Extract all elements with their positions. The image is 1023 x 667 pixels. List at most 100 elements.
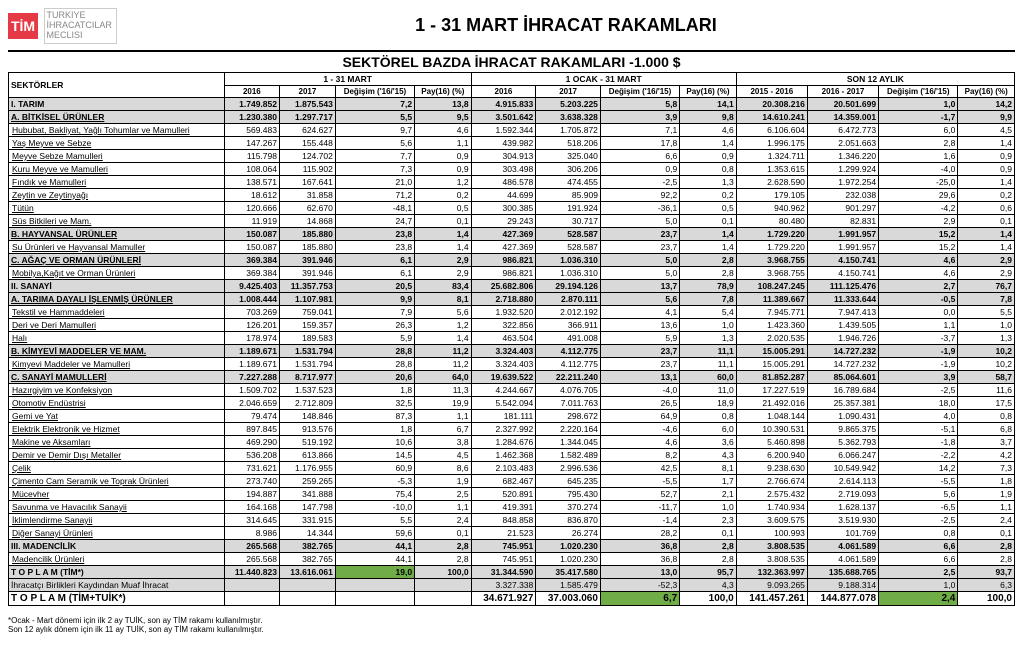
cell: 1.008.444 (224, 292, 279, 305)
cell: 469.290 (224, 435, 279, 448)
period-3: SON 12 AYLIK (736, 72, 1014, 85)
cell: 1,4 (958, 136, 1015, 149)
table-row: Mobilya,Kağıt ve Orman Ürünleri369.38439… (9, 266, 1015, 279)
table-row: III. MADENCİLİK265.568382.76544,12,8745.… (9, 539, 1015, 552)
cell: 1,4 (958, 227, 1015, 240)
cell: 14.610.241 (736, 110, 807, 123)
cell: 1,9 (415, 474, 472, 487)
table-row: Deri ve Deri Mamulleri126.201159.35726,3… (9, 318, 1015, 331)
cell: 0,1 (958, 526, 1015, 539)
cell: 5,5 (335, 513, 414, 526)
cell: 29.194.126 (536, 279, 601, 292)
cell: 1,8 (958, 474, 1015, 487)
cell: 0,2 (680, 188, 737, 201)
cell: 148.846 (279, 409, 335, 422)
cell: 26.274 (536, 526, 601, 539)
table-row: Makine ve Aksamları469.290519.19210,63,8… (9, 435, 1015, 448)
cell: 2.051.663 (807, 136, 878, 149)
cell: 20.501.699 (807, 97, 878, 110)
col-chg3: Değişim ('16/'15) (879, 85, 958, 97)
cell: -2,5 (879, 513, 958, 526)
cell: 3.638.328 (536, 110, 601, 123)
cell: 11.333.644 (807, 292, 878, 305)
cell: 9.238.630 (736, 461, 807, 474)
cell: 1,8 (335, 422, 414, 435)
cell: 23,7 (600, 240, 679, 253)
cell: 369.384 (224, 266, 279, 279)
cell: 20.308.216 (736, 97, 807, 110)
cell: 519.192 (279, 435, 335, 448)
cell: 4,5 (958, 123, 1015, 136)
cell: -3,7 (879, 331, 958, 344)
cell: 1.020.230 (536, 539, 601, 552)
cell: 940.962 (736, 201, 807, 214)
cell: 19,9 (415, 396, 472, 409)
cell: 1.749.852 (224, 97, 279, 110)
table-row: Kimyevi Maddeler ve Mamulleri1.189.6711.… (9, 357, 1015, 370)
cell: 191.924 (536, 201, 601, 214)
cell: 0,9 (415, 149, 472, 162)
cell: 1.189.671 (224, 344, 279, 357)
row-name: Mobilya,Kağıt ve Orman Ürünleri (9, 266, 225, 279)
cell: -5,5 (879, 474, 958, 487)
cell: -2,2 (879, 448, 958, 461)
cell: 1.230.380 (224, 110, 279, 123)
cell: 439.982 (471, 136, 536, 149)
cell: 536.208 (224, 448, 279, 461)
cell: 0,9 (680, 149, 737, 162)
row-name: B. HAYVANSAL ÜRÜNLER (9, 227, 225, 240)
cell: 76,7 (958, 279, 1015, 292)
cell: 1.020.230 (536, 552, 601, 565)
cell: 7,3 (958, 461, 1015, 474)
cell: 4.061.589 (807, 552, 878, 565)
cell: 2,9 (958, 266, 1015, 279)
table-row: Hububat, Bakliyat, Yağlı Tohumlar ve Mam… (9, 123, 1015, 136)
cell: -52,3 (600, 578, 679, 591)
cell: 44,1 (335, 552, 414, 565)
cell: 0,9 (958, 162, 1015, 175)
cell: 111.125.476 (807, 279, 878, 292)
cell: 2,5 (415, 487, 472, 500)
logo-line2: İHRACATCILAR (47, 20, 112, 30)
cell: 144.877.078 (807, 591, 878, 605)
table-row: Hazırgiyim ve Konfeksiyon1.509.7021.537.… (9, 383, 1015, 396)
cell: 20,6 (335, 370, 414, 383)
cell: 2,7 (879, 279, 958, 292)
cell: 1.346.220 (807, 149, 878, 162)
cell: 0,8 (958, 409, 1015, 422)
row-name: Gemi ve Yat (9, 409, 225, 422)
cell: 474.455 (536, 175, 601, 188)
cell: 100,0 (680, 591, 737, 605)
cell: 5,0 (600, 214, 679, 227)
table-row: Su Ürünleri ve Hayvansal Mamuller150.087… (9, 240, 1015, 253)
cell: 14,2 (879, 461, 958, 474)
cell: 1.189.671 (224, 357, 279, 370)
cell: 2,8 (415, 539, 472, 552)
cell: 2,8 (415, 552, 472, 565)
cell: 2.103.483 (471, 461, 536, 474)
cell: 2,5 (879, 565, 958, 578)
cell: 569.483 (224, 123, 279, 136)
cell: 5,6 (879, 487, 958, 500)
cell: 986.821 (471, 266, 536, 279)
table-row: Tütün120.66662.670-48,10,5300.385191.924… (9, 201, 1015, 214)
cell: 2,9 (879, 214, 958, 227)
cell: 3,7 (958, 435, 1015, 448)
cell: 1.932.520 (471, 305, 536, 318)
cell: 62.670 (279, 201, 335, 214)
col-share3: Pay(16) (%) (958, 85, 1015, 97)
row-name: Hazırgiyim ve Konfeksiyon (9, 383, 225, 396)
row-name: Otomotiv Endüstrisi (9, 396, 225, 409)
cell: 5,6 (415, 305, 472, 318)
cell: 23,7 (600, 357, 679, 370)
cell: 341.888 (279, 487, 335, 500)
cell: 7.947.413 (807, 305, 878, 318)
cell: 2.327.992 (471, 422, 536, 435)
cell: 10,2 (958, 357, 1015, 370)
cell: 83,4 (415, 279, 472, 292)
row-name: B. KİMYEVİ MADDELER VE MAM. (9, 344, 225, 357)
cell: 167.641 (279, 175, 335, 188)
cell: 5,0 (600, 266, 679, 279)
cell: 13,7 (600, 279, 679, 292)
cell: 3.609.575 (736, 513, 807, 526)
